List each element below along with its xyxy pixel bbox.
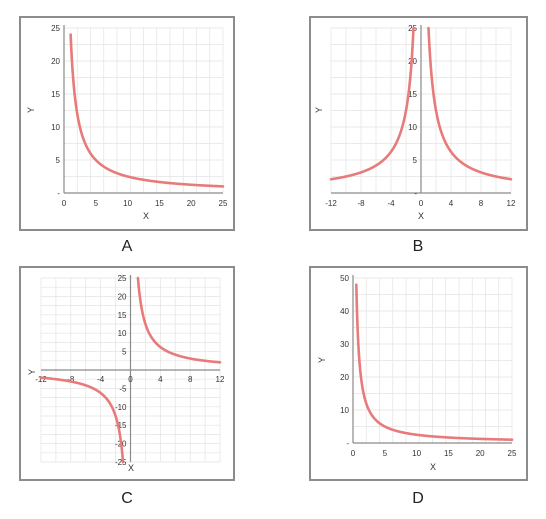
chart-c-x-tick-label: -4 [97, 375, 105, 384]
caption-d: D [412, 490, 424, 507]
chart-d-y-tick-label: 40 [340, 307, 349, 316]
chart-a-x-tick-label: 0 [62, 199, 67, 208]
chart-c-x-tick-label: -8 [67, 375, 75, 384]
caption-a: A [121, 238, 133, 255]
chart-c-y-axis-title: Y [27, 369, 37, 375]
chart-b-y-axis-title: Y [314, 107, 324, 113]
chart-d-x-axis-title: X [430, 462, 436, 472]
chart-b-series-curve-1 [329, 26, 415, 181]
chart-d-x-tick-label: 25 [508, 449, 517, 458]
chart-b-y-tick-label: - [414, 189, 417, 198]
chart-c-y-tick-label: -5 [119, 384, 127, 393]
caption-c: C [121, 490, 133, 507]
chart-b-x-tick-label: -12 [325, 199, 337, 208]
chart-b-y-tick-label: 5 [413, 156, 418, 165]
chart-a-x-tick-label: 20 [187, 199, 196, 208]
chart-a-x-tick-label: 5 [94, 199, 99, 208]
chart-b-series-curve-2 [427, 26, 513, 181]
chart-d-x-tick-label: 15 [444, 449, 453, 458]
chart-b-y-tick-label: 10 [408, 123, 417, 132]
chart-c-y-tick-label: -25 [115, 458, 127, 467]
chart-a-y-axis-title: Y [26, 107, 36, 113]
chart-b-x-tick-label: 4 [449, 199, 454, 208]
chart-b-x-tick-label: -8 [357, 199, 365, 208]
chart-d-x-tick-label: 5 [383, 449, 388, 458]
chart-c-x-tick-label: 8 [188, 375, 193, 384]
chart-b-y-tick-label: 15 [408, 90, 417, 99]
chart-a-x-tick-label: 10 [123, 199, 132, 208]
chart-panel-a [19, 16, 235, 231]
chart-panel-b [309, 16, 528, 231]
chart-a-y-tick-label: 15 [51, 90, 60, 99]
chart-c-y-tick-label: -10 [115, 403, 127, 412]
chart-d-y-tick-label: 50 [340, 274, 349, 283]
chart-d-y-tick-label: 30 [340, 340, 349, 349]
chart-c-x-tick-label: 4 [158, 375, 163, 384]
chart-c-y-tick-label: 25 [118, 274, 127, 283]
chart-a-y-tick-label: 10 [51, 123, 60, 132]
chart-c-series-curve-1 [39, 376, 125, 464]
chart-a-x-tick-label: 15 [155, 199, 164, 208]
chart-b-x-tick-label: -4 [387, 199, 395, 208]
chart-d-y-axis-title: Y [317, 357, 327, 363]
chart-b-x-tick-label: 0 [419, 199, 424, 208]
chart-c-y-tick-label: -15 [115, 421, 127, 430]
chart-c-x-axis-title: X [128, 463, 134, 473]
chart-c-x-tick-label: 12 [216, 375, 225, 384]
chart-d-series-curve-1 [355, 283, 514, 441]
chart-d-y-tick-label: 20 [340, 373, 349, 382]
chart-d-x-tick-label: 20 [476, 449, 485, 458]
chart-d-y-tick-label: - [346, 439, 349, 448]
chart-a-y-tick-label: 20 [51, 57, 60, 66]
chart-a-y-tick-label: 25 [51, 24, 60, 33]
chart-c-x-tick-label: 0 [128, 375, 133, 384]
chart-c-x-tick-label: -12 [35, 375, 47, 384]
chart-a-x-axis-title: X [143, 211, 149, 221]
chart-panel-c [19, 266, 235, 481]
chart-d-y-tick-label: 10 [340, 406, 349, 415]
caption-b: B [412, 238, 424, 255]
chart-c-series-curve-2 [136, 276, 222, 364]
chart-b-x-tick-label: 12 [507, 199, 516, 208]
chart-a-series-curve-1 [69, 33, 225, 188]
chart-c-y-tick-label: 5 [122, 348, 127, 357]
chart-c-y-tick-label: 20 [118, 292, 127, 301]
chart-a-y-tick-label: 5 [56, 156, 61, 165]
chart-c-y-tick-label: 15 [118, 311, 127, 320]
chart-a-y-tick-label: - [57, 189, 60, 198]
chart-a-x-tick-label: 25 [219, 199, 228, 208]
chart-b-x-tick-label: 8 [479, 199, 484, 208]
chart-d-x-tick-label: 10 [412, 449, 421, 458]
chart-d-x-tick-label: 0 [351, 449, 356, 458]
chart-c-y-tick-label: 10 [118, 329, 127, 338]
chart-panel-d [309, 266, 528, 481]
chart-b-x-axis-title: X [418, 211, 424, 221]
